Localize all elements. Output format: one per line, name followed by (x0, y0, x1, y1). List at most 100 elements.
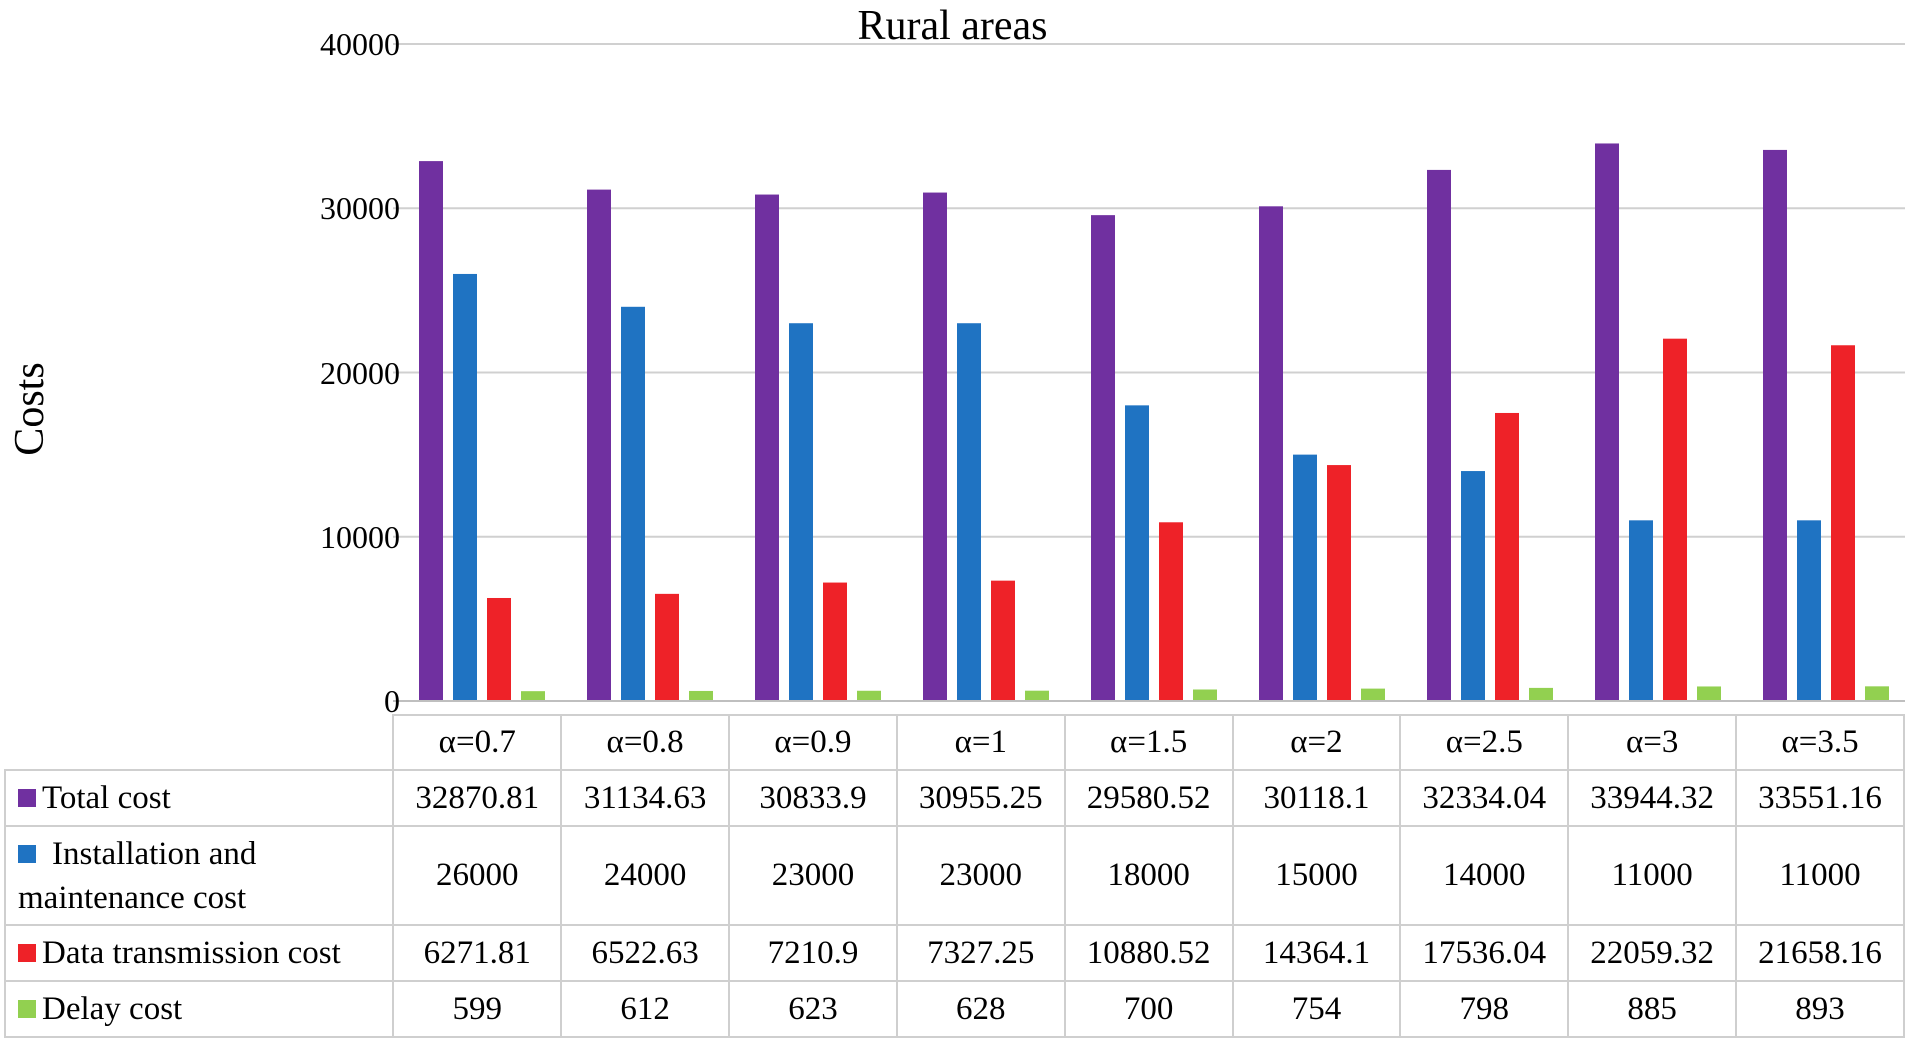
category-label: α=3 (1567, 714, 1738, 771)
bar-installation-and-maintenance-cost (789, 323, 813, 701)
category-label: α=2.5 (1399, 714, 1570, 771)
bar-data-transmission-cost (991, 580, 1015, 701)
table-row: Data transmission cost 6271.81 6522.63 7210… (3, 924, 1905, 982)
bars (393, 143, 1905, 702)
data-label: 22059.32 (1567, 924, 1738, 982)
legend-swatch (18, 844, 36, 863)
y-tick-label: 30000 (320, 190, 400, 227)
bar-delay-cost (1697, 686, 1721, 701)
legend-entry: Installation and maintenance cost (3, 825, 395, 926)
y-axis-label: Costs (7, 362, 53, 456)
data-label: 23000 (728, 825, 898, 926)
data-label: 7327.25 (895, 924, 1066, 982)
bar-installation-and-maintenance-cost (1629, 520, 1653, 701)
data-label: 7210.9 (728, 924, 898, 982)
bar-installation-and-maintenance-cost (1461, 471, 1485, 701)
table-row: Total cost 32870.81 31134.63 30833.9 30955.2… (3, 769, 1905, 827)
data-label: 885 (1567, 980, 1738, 1038)
bar-total-cost (1259, 206, 1283, 701)
legend-entry: Delay cost (3, 980, 395, 1038)
bar-data-transmission-cost (487, 597, 511, 701)
bar-total-cost (587, 189, 611, 701)
data-label: 700 (1063, 980, 1234, 1038)
category-label: α=1 (895, 714, 1066, 771)
data-label: 798 (1399, 980, 1570, 1038)
bar-total-cost (1091, 215, 1115, 701)
category-label: α=0.9 (728, 714, 898, 771)
data-label: 29580.52 (1063, 769, 1234, 827)
table-row: Delay cost 599 612 623 628 700 754 798 885 893 (3, 980, 1905, 1038)
legend-swatch (18, 944, 36, 962)
data-label: 24000 (560, 825, 731, 926)
data-label: 893 (1735, 980, 1905, 1038)
data-label: 31134.63 (560, 769, 731, 827)
bar-total-cost (419, 161, 443, 702)
data-label: 628 (895, 980, 1066, 1038)
bar-data-transmission-cost (823, 582, 847, 701)
category-label: α=0.8 (560, 714, 731, 771)
data-label: 599 (392, 980, 563, 1038)
category-label: α=0.7 (392, 714, 563, 771)
category-label: α=3.5 (1735, 714, 1905, 771)
bar-delay-cost (689, 690, 713, 701)
data-label: 32870.81 (392, 769, 563, 827)
legend-swatch (18, 1000, 36, 1018)
legend-swatch (18, 789, 36, 807)
bar-data-transmission-cost (655, 593, 679, 701)
data-table: α=0.7 α=0.8 α=0.9 α=1 α=1.5 α=2 α=2.5 α=3 α=3.5 T… (3, 714, 1905, 1038)
data-label: 18000 (1063, 825, 1234, 926)
legend-label: maintenance cost (18, 879, 247, 916)
bar-delay-cost (1865, 686, 1889, 701)
bar-delay-cost (1529, 687, 1553, 701)
legend-label: Delay cost (42, 991, 183, 1027)
chart-plot (393, 43, 1905, 702)
bar-total-cost (1427, 169, 1451, 701)
data-label: 26000 (392, 825, 563, 926)
bar-data-transmission-cost (1159, 522, 1183, 701)
y-tick-label: 20000 (320, 354, 400, 391)
bar-installation-and-maintenance-cost (621, 306, 645, 701)
legend-entry: Data transmission cost (3, 924, 395, 982)
table-row: Installation and maintenance cost 26000 240… (3, 825, 1905, 926)
bar-installation-and-maintenance-cost (1293, 454, 1317, 701)
legend-label: Installation and (52, 835, 257, 872)
bar-data-transmission-cost (1327, 465, 1351, 701)
data-label: 6271.81 (392, 924, 563, 982)
data-label: 30833.9 (728, 769, 898, 827)
y-tick-label: 10000 (320, 518, 400, 555)
data-label: 23000 (895, 825, 1066, 926)
data-label: 6522.63 (560, 924, 731, 982)
bar-data-transmission-cost (1663, 338, 1687, 701)
bar-total-cost (923, 192, 947, 702)
data-label: 754 (1231, 980, 1402, 1038)
data-label: 33551.16 (1735, 769, 1905, 827)
bar-data-transmission-cost (1495, 412, 1519, 701)
bar-total-cost (1763, 149, 1787, 702)
data-label: 10880.52 (1063, 924, 1234, 982)
data-label: 32334.04 (1399, 769, 1570, 827)
legend-label: Total cost (42, 780, 171, 816)
chart-title: Rural areas (857, 3, 1048, 49)
category-label: α=2 (1231, 714, 1402, 771)
data-label: 33944.32 (1567, 769, 1738, 827)
data-label: 14000 (1399, 825, 1570, 926)
bar-delay-cost (857, 690, 881, 701)
data-label: 11000 (1567, 825, 1738, 926)
data-label: 623 (728, 980, 898, 1038)
bar-delay-cost (521, 691, 545, 701)
data-label: 21658.16 (1735, 924, 1905, 982)
bar-delay-cost (1361, 688, 1385, 701)
data-label: 17536.04 (1399, 924, 1570, 982)
category-label: α=1.5 (1063, 714, 1234, 771)
legend-entry: Total cost (3, 769, 395, 827)
data-label: 11000 (1735, 825, 1905, 926)
table-corner (5, 715, 395, 771)
bar-total-cost (755, 194, 779, 701)
data-label: 14364.1 (1231, 924, 1402, 982)
data-label: 30955.25 (895, 769, 1066, 827)
bar-installation-and-maintenance-cost (1797, 520, 1821, 701)
data-label: 30118.1 (1231, 769, 1402, 827)
data-label: 612 (560, 980, 731, 1038)
bar-total-cost (1595, 143, 1619, 701)
bar-installation-and-maintenance-cost (1125, 405, 1149, 701)
